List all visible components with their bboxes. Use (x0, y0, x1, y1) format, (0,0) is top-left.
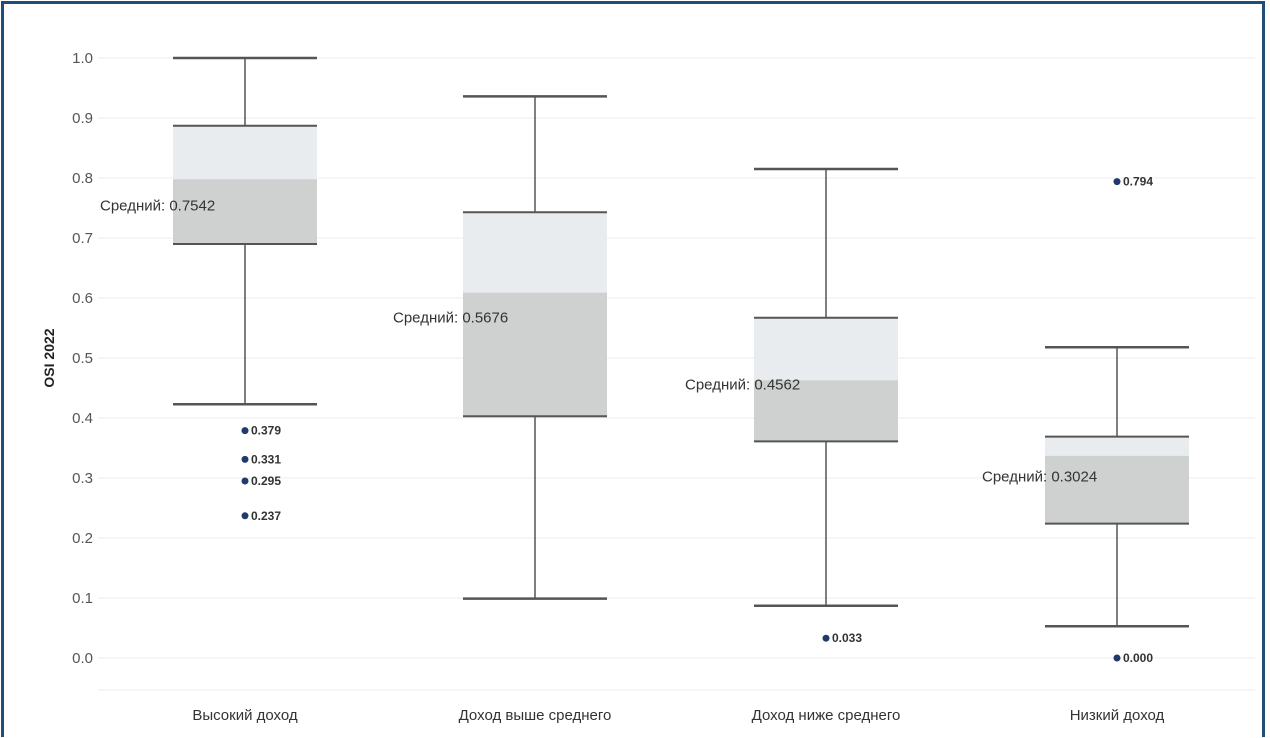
y-tick-label: 0.3 (72, 470, 93, 487)
box-upper (754, 317, 898, 381)
mean-label: Средний: 0.4562 (685, 376, 800, 393)
x-category-label: Доход ниже среднего (752, 707, 901, 724)
x-category-label: Высокий доход (192, 707, 298, 724)
y-axis-label: OSI 2022 (41, 328, 57, 387)
y-tick-label: 0.8 (72, 170, 93, 187)
outlier-point (241, 512, 249, 520)
outlier-label: 0.000 (1123, 651, 1153, 665)
outlier-label: 0.237 (251, 509, 281, 523)
outlier-label: 0.331 (251, 452, 281, 466)
outlier-point (1113, 654, 1121, 662)
box-lower (754, 380, 898, 442)
outlier-label: 0.295 (251, 474, 281, 488)
outlier-point (1113, 178, 1121, 186)
outlier-label: 0.379 (251, 424, 281, 438)
x-category-label: Доход выше среднего (459, 707, 612, 724)
outlier-point (241, 477, 249, 485)
y-tick-label: 1.0 (72, 50, 93, 67)
box-lower (463, 292, 607, 417)
y-tick-label: 0.9 (72, 110, 93, 127)
mean-label: Средний: 0.5676 (393, 309, 508, 326)
mean-label: Средний: 0.3024 (982, 469, 1097, 486)
y-tick-label: 0.6 (72, 290, 93, 307)
y-tick-label: 0.5 (72, 350, 93, 367)
box-upper (173, 125, 317, 180)
outlier-point (241, 455, 249, 463)
outlier-point (241, 427, 249, 435)
outlier-label: 0.033 (832, 631, 862, 645)
y-tick-label: 0.0 (72, 650, 93, 667)
outlier-point (822, 634, 830, 642)
box-lower (173, 179, 317, 244)
box-upper (463, 212, 607, 293)
box-lower (1045, 455, 1189, 524)
x-category-label: Низкий доход (1070, 707, 1165, 724)
y-tick-label: 0.7 (72, 230, 93, 247)
mean-label: Средний: 0.7542 (100, 197, 215, 214)
box-upper (1045, 436, 1189, 456)
y-tick-label: 0.2 (72, 530, 93, 547)
y-tick-label: 0.4 (72, 410, 93, 427)
outlier-label: 0.794 (1123, 175, 1153, 189)
y-tick-label: 0.1 (72, 590, 93, 607)
